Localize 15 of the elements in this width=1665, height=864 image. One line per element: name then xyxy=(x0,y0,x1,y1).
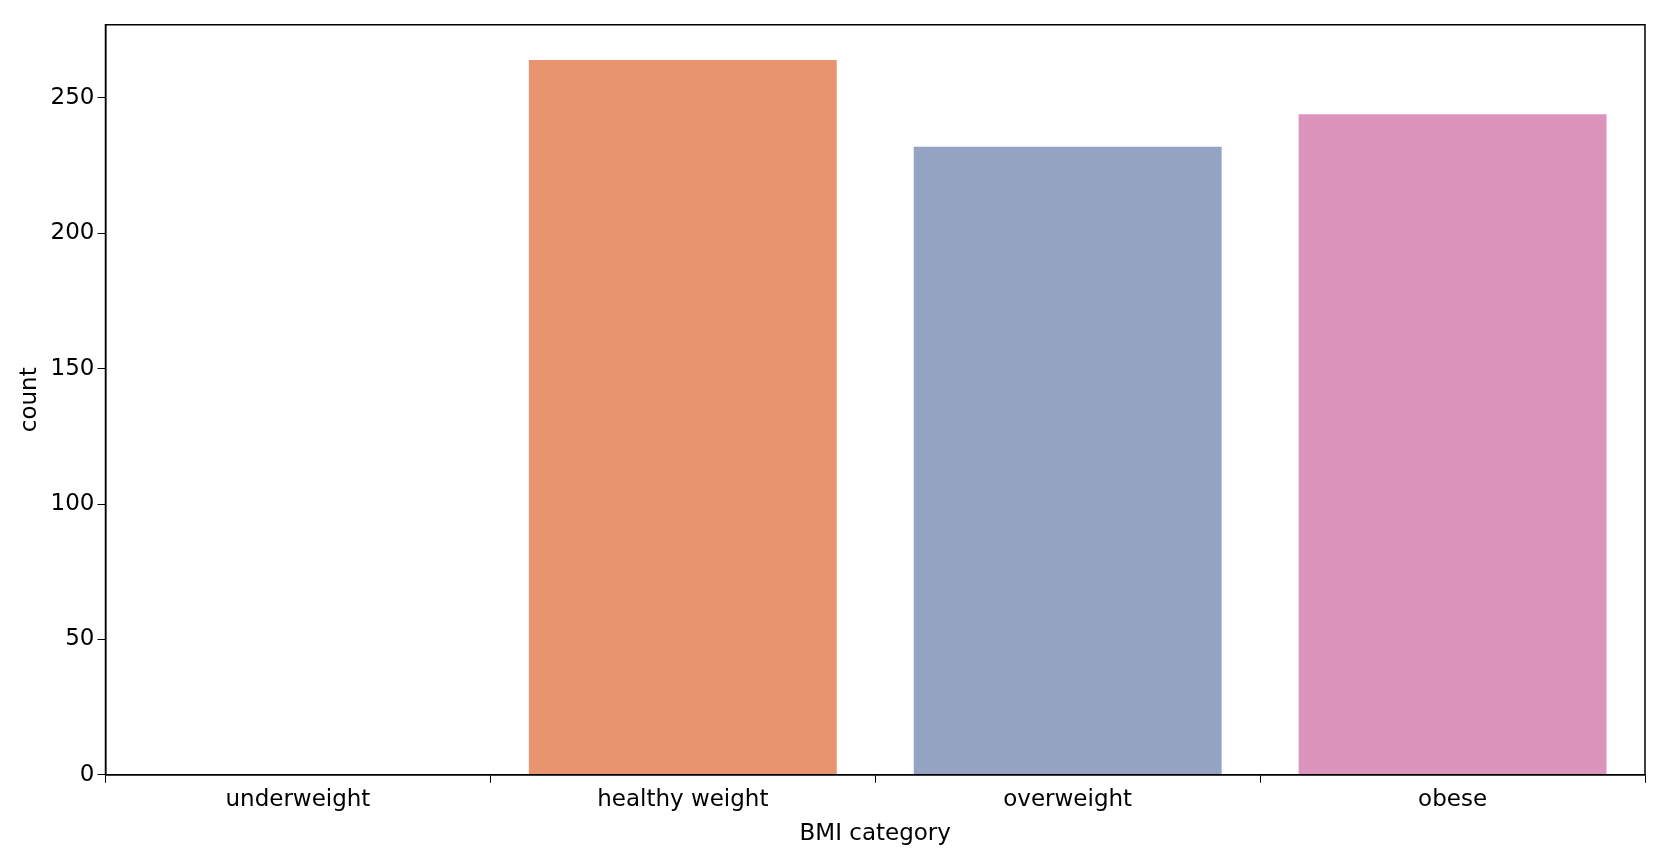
y-tick-label: 0 xyxy=(79,759,95,786)
bar xyxy=(1298,114,1607,775)
x-axis-title: BMI category xyxy=(799,819,951,846)
x-tick-label: overweight xyxy=(1003,784,1133,811)
bar xyxy=(913,146,1222,775)
bar xyxy=(528,60,837,775)
x-tick-label: healthy weight xyxy=(597,784,769,811)
y-tick-label: 200 xyxy=(50,218,95,245)
y-tick-label: 150 xyxy=(50,353,95,380)
y-tick-label: 250 xyxy=(50,82,95,109)
x-tick-label: underweight xyxy=(225,784,371,811)
y-tick-label: 100 xyxy=(50,489,95,516)
y-axis-title: count xyxy=(14,367,41,433)
x-tick-label: obese xyxy=(1418,784,1488,811)
y-tick-label: 50 xyxy=(65,624,95,651)
